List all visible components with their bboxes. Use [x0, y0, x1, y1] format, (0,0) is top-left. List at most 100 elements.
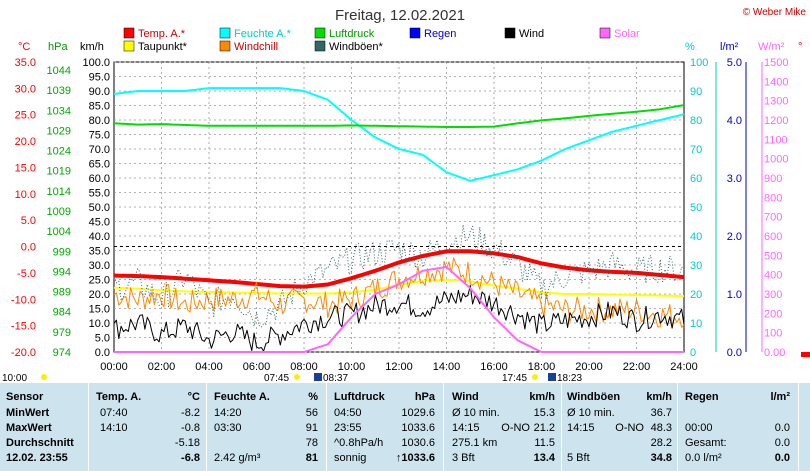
- table-header: %: [308, 391, 318, 403]
- table-header: Regen: [685, 391, 719, 403]
- rain-tick-label: 0.0: [727, 347, 742, 359]
- series-line-0: [113, 249, 685, 289]
- time-tick-label: 10:00: [338, 361, 366, 373]
- series-line-2: [113, 104, 685, 128]
- table-header: l/m²: [770, 391, 790, 403]
- legend-label: Wind: [519, 28, 544, 40]
- degree-unit: °: [798, 41, 802, 53]
- legend-swatch: [314, 27, 326, 39]
- temp-tick-label: 5.0: [21, 215, 36, 227]
- time-tick-label: 24:00: [670, 361, 698, 373]
- pct-tick-label: 10: [690, 318, 702, 330]
- temp-tick-label: 15.0: [15, 162, 36, 174]
- kmh-tick-label: 20.0: [89, 289, 110, 301]
- table-header: Sensor: [6, 391, 44, 403]
- wind-info: Ø 10 min.: [452, 407, 500, 419]
- legend-label: Windböen*: [329, 41, 384, 53]
- hpa-tick-label: 979: [53, 327, 71, 339]
- kmh-tick-label: 50.0: [89, 202, 110, 214]
- time-tick-label: 04:00: [195, 361, 223, 373]
- moon-left-label: 10:00: [2, 373, 27, 384]
- solar-tick-label: 1000: [764, 154, 788, 166]
- legend-swatch: [123, 40, 135, 52]
- table-divider: [326, 383, 327, 471]
- solar-tick-label: 0.00: [764, 347, 785, 359]
- sunset-label: 17:45: [502, 373, 527, 384]
- temp-tick-label: 10.0: [15, 189, 36, 201]
- series-line-6: [113, 224, 685, 328]
- hpa-tick-label: 994: [53, 266, 71, 278]
- table-divider: [677, 383, 678, 471]
- pres-time: 04:50: [334, 407, 362, 419]
- rain-info: 0.0 l/m²: [685, 452, 722, 464]
- solar-tick-label: 800: [764, 192, 782, 204]
- gust-value: 36.7: [650, 407, 672, 419]
- legend-swatch: [219, 27, 231, 39]
- wind-value: 11.5: [534, 437, 555, 449]
- hum-time: 2.42 g/m³: [214, 452, 261, 464]
- moonset-label: 18:23: [557, 373, 582, 384]
- solar-tick-label: 1100: [764, 134, 788, 146]
- hum-value: 81: [305, 452, 318, 464]
- pct-tick-label: 20: [690, 289, 702, 301]
- solar-tick-label: 500: [764, 250, 782, 262]
- rain-tick-label: 4.0: [727, 115, 742, 127]
- chart-series: [113, 87, 685, 353]
- table-header: °C: [187, 391, 200, 403]
- wind-value: 13.4: [533, 452, 555, 464]
- gust-value: 48.3: [650, 422, 672, 434]
- pres-time: ^0.8hPa/h: [334, 437, 384, 449]
- rain-unit: l/m²: [720, 41, 739, 53]
- moonrise-icon: [314, 373, 322, 381]
- legend-label: Temp. A.*: [138, 28, 186, 40]
- legend-swatch: [504, 27, 516, 39]
- hpa-tick-label: 999: [53, 246, 71, 258]
- wind-value: 21.2: [533, 422, 555, 434]
- rain-info: Gesamt:: [685, 437, 727, 449]
- hpa-tick-label: 1024: [47, 146, 71, 158]
- solar-tick-label: 1500: [764, 57, 788, 69]
- legend-label: Regen: [424, 28, 456, 40]
- pres-value: 1033.6: [401, 422, 435, 434]
- temp-tick-label: 35.0: [15, 57, 36, 69]
- gust-dir: O-NO: [615, 422, 644, 434]
- sunrise-icon: [294, 374, 300, 380]
- gust-info: 14:15: [567, 422, 595, 434]
- kmh-tick-label: 5.0: [95, 333, 110, 345]
- hpa-tick-label: 1014: [47, 186, 71, 198]
- hpa-tick-label: 1034: [47, 105, 71, 117]
- series-line-1: [113, 87, 685, 182]
- hpa-tick-label: 1039: [47, 85, 71, 97]
- current-temp-marker: [801, 352, 810, 357]
- kmh-tick-label: 90.0: [89, 86, 110, 98]
- pres-time: sonnig: [334, 452, 367, 464]
- kmh-tick-label: 15.0: [89, 304, 110, 316]
- legend-swatch: [409, 27, 421, 39]
- kmh-tick-label: 95.0: [89, 72, 110, 84]
- hpa-tick-label: 1004: [47, 226, 71, 238]
- gust-value: 28.2: [650, 437, 672, 449]
- axis-units: °C hPa km/h% l/m² W/m² °: [18, 41, 802, 53]
- copyright-label: © Weber Mike: [743, 7, 807, 18]
- solar-tick-label: 100: [764, 328, 782, 340]
- time-tick-label: 12:00: [385, 361, 413, 373]
- rain-value: 0.0: [774, 422, 790, 434]
- kmh-tick-label: 30.0: [89, 260, 110, 272]
- rain-tick-label: 1.0: [727, 289, 742, 301]
- hum-time: 03:30: [214, 422, 242, 434]
- pct-tick-label: 80: [690, 115, 702, 127]
- sunset-icon: [532, 374, 538, 380]
- pres-value: ↑1033.6: [395, 452, 435, 464]
- gust-info: 5 Bft: [567, 452, 590, 464]
- table-header: Temp. A.: [96, 391, 142, 403]
- temp-value: -8.2: [181, 407, 200, 419]
- chart-legend: Temp. A.* Feuchte A.* Luftdruck Regen Wind So…: [123, 27, 640, 53]
- kmh-tick-label: 55.0: [89, 188, 110, 200]
- hpa-tick-label: 1009: [47, 206, 71, 218]
- solar-tick-label: 700: [764, 212, 782, 224]
- solar-tick-label: 300: [764, 289, 782, 301]
- wind-value: 15.3: [533, 407, 555, 419]
- kmh-tick-label: 0.0: [95, 347, 110, 359]
- kmh-tick-label: 85.0: [89, 101, 110, 113]
